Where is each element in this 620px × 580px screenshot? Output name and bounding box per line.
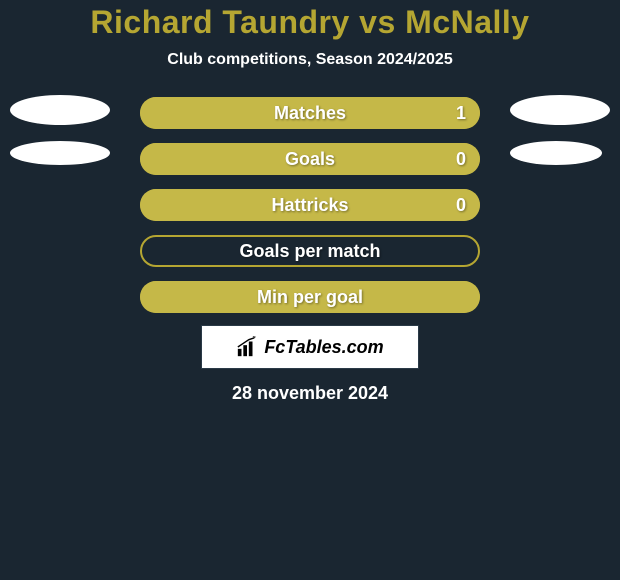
bar-label: Goals per match: [239, 241, 380, 262]
page-title: Richard Taundry vs McNally: [90, 4, 529, 41]
chart-area: Matches 1 Goals 0 Hattricks 0 Goals pe: [0, 97, 620, 313]
ellipse-decoration: [510, 141, 602, 165]
ellipse-decoration: [10, 141, 110, 165]
logo-box: FcTables.com: [201, 325, 419, 369]
bar-hattricks: Hattricks 0: [140, 189, 480, 221]
chart-icon: [236, 336, 258, 358]
bar-label: Matches: [274, 103, 346, 124]
date-text: 28 november 2024: [232, 383, 388, 404]
bar-goals: Goals 0: [140, 143, 480, 175]
bar-value: 1: [456, 103, 466, 124]
bar-matches: Matches 1: [140, 97, 480, 129]
bar-goals-per-match: Goals per match: [140, 235, 480, 267]
ellipse-decoration: [10, 95, 110, 125]
bar-label: Goals: [285, 149, 335, 170]
logo-text: FcTables.com: [264, 337, 383, 358]
bar-value: 0: [456, 195, 466, 216]
bar-label: Hattricks: [271, 195, 348, 216]
chart-row: Min per goal: [0, 281, 620, 313]
chart-row: Matches 1: [0, 97, 620, 129]
chart-row: Hattricks 0: [0, 189, 620, 221]
chart-row: Goals 0: [0, 143, 620, 175]
subtitle: Club competitions, Season 2024/2025: [167, 51, 452, 69]
bar-value: 0: [456, 149, 466, 170]
bar-label: Min per goal: [257, 287, 363, 308]
ellipse-decoration: [510, 95, 610, 125]
main-container: Richard Taundry vs McNally Club competit…: [0, 0, 620, 404]
chart-row: Goals per match: [0, 235, 620, 267]
bar-min-per-goal: Min per goal: [140, 281, 480, 313]
